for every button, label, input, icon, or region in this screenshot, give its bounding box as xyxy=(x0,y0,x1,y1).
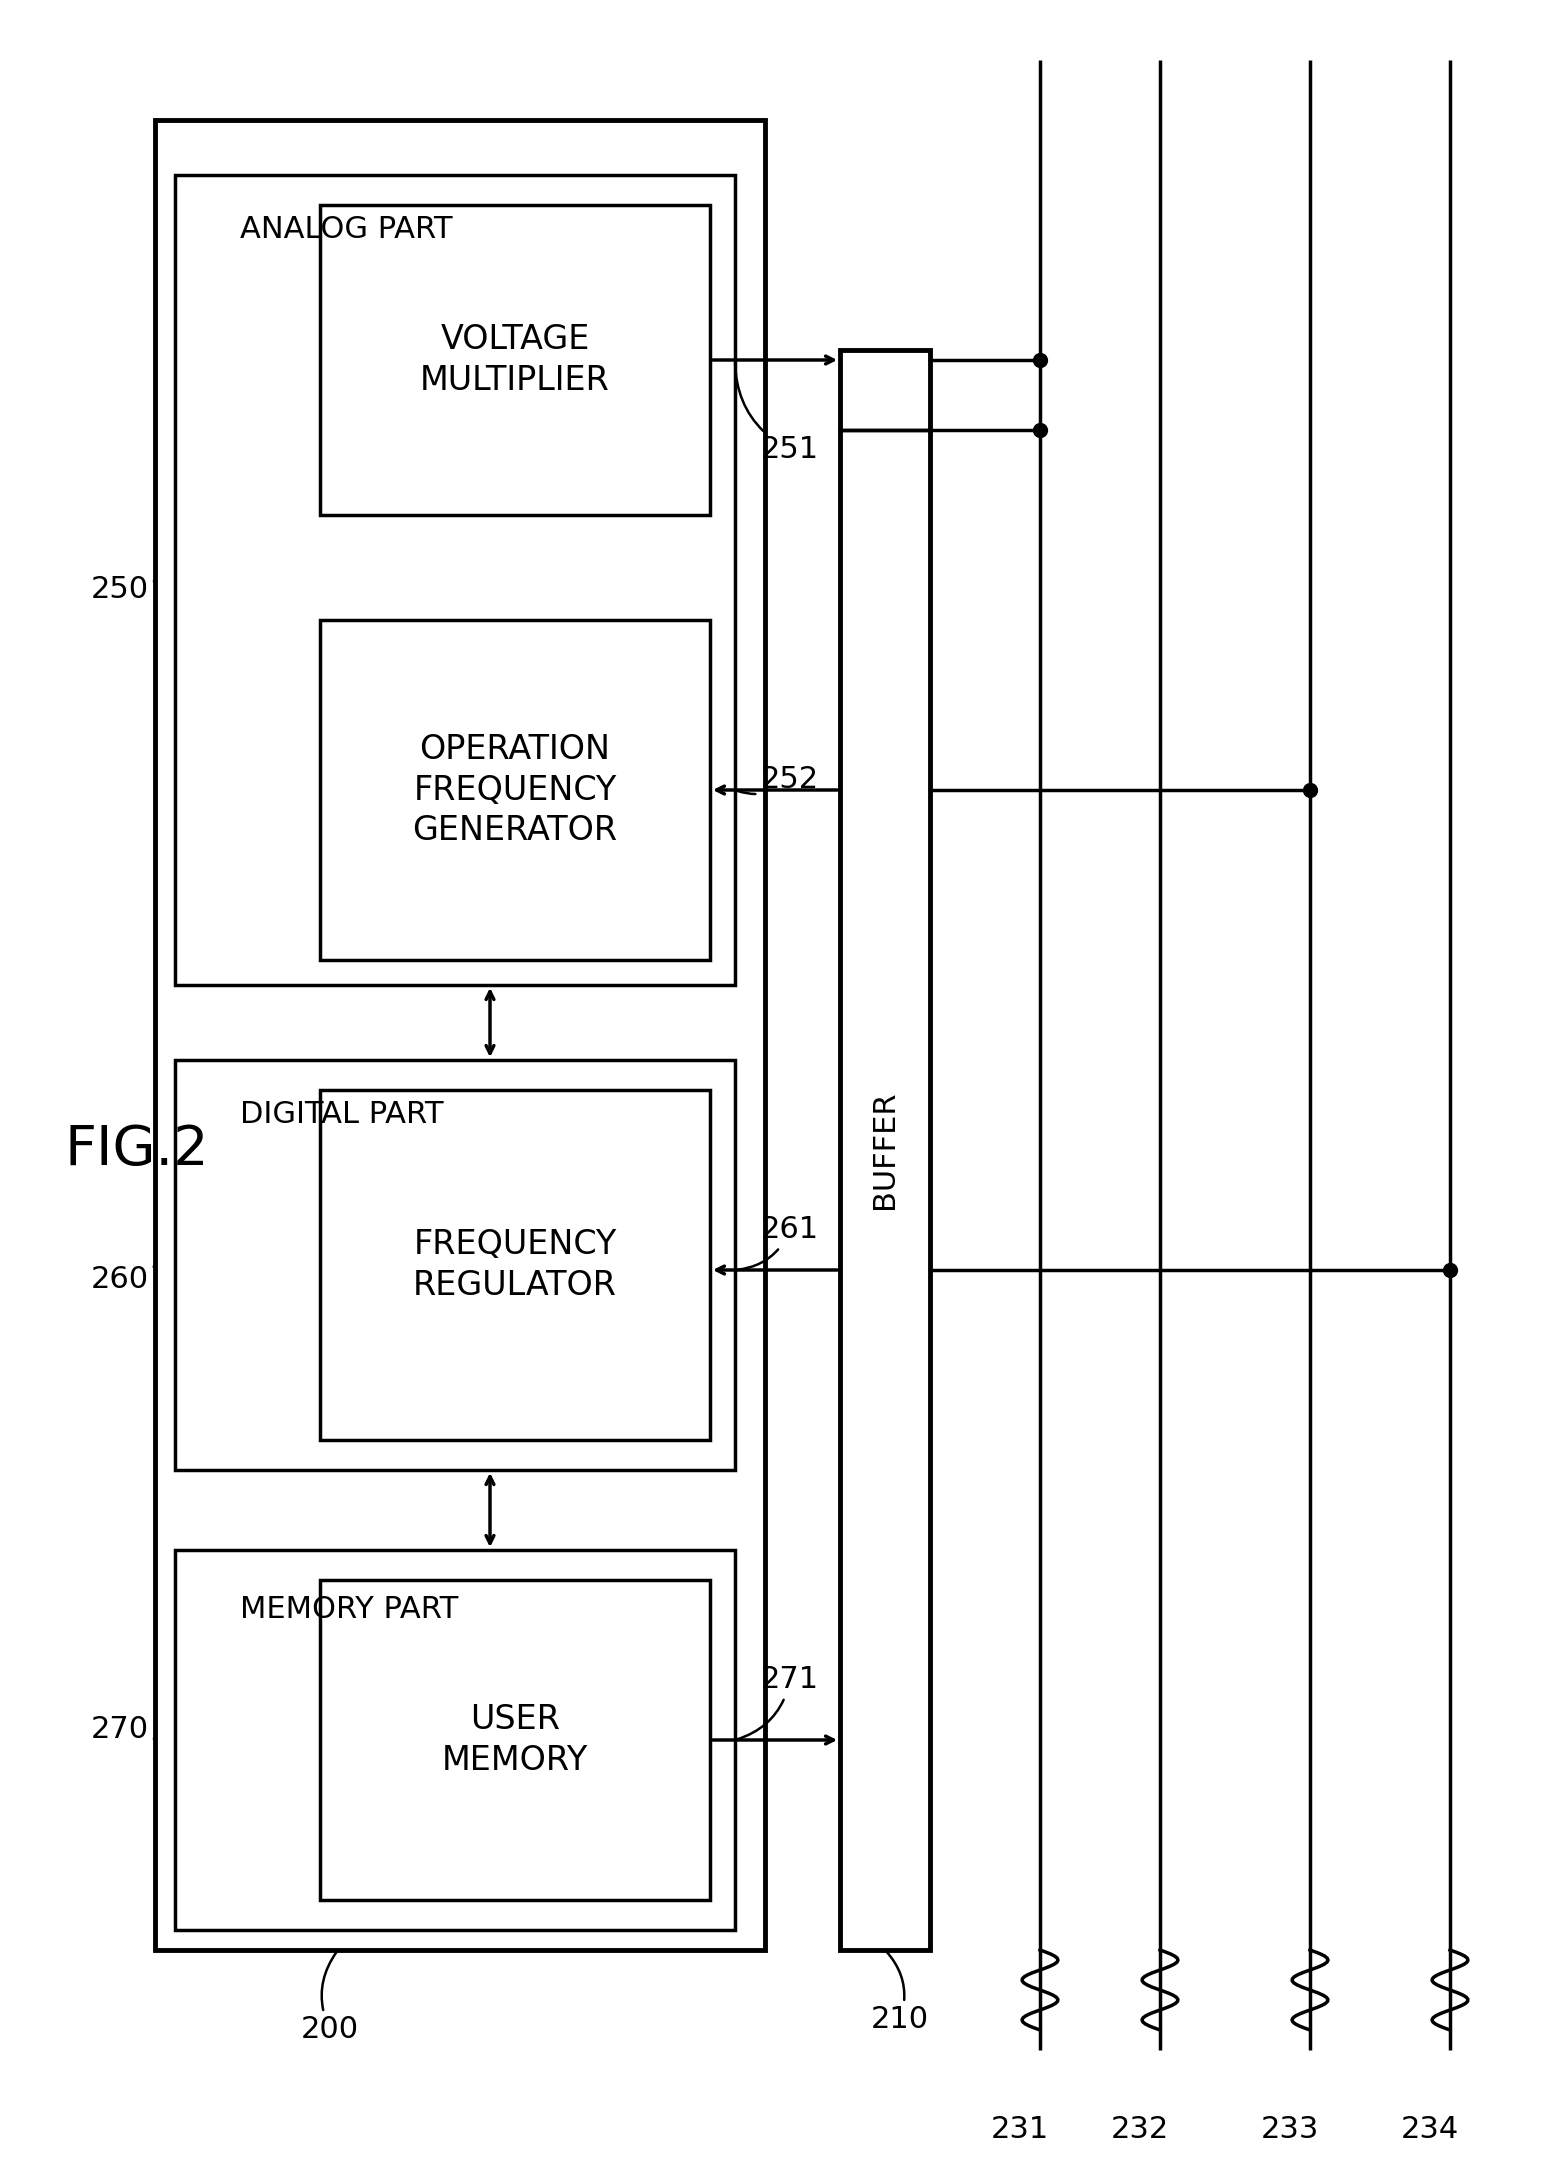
Text: OPERATION
FREQUENCY
GENERATOR: OPERATION FREQUENCY GENERATOR xyxy=(412,734,618,848)
Bar xyxy=(320,621,710,961)
Bar xyxy=(154,119,764,1950)
Text: MEMORY PART: MEMORY PART xyxy=(240,1595,459,1623)
Bar xyxy=(839,351,930,1950)
Text: 200: 200 xyxy=(301,1952,359,2045)
Text: 231: 231 xyxy=(991,2114,1050,2145)
Text: 270: 270 xyxy=(90,1716,154,1744)
Text: 271: 271 xyxy=(738,1666,819,1740)
Bar xyxy=(320,1580,710,1900)
Text: 260: 260 xyxy=(90,1266,154,1294)
Text: 232: 232 xyxy=(1111,2114,1168,2145)
Text: 251: 251 xyxy=(735,364,819,465)
Text: FIG.2: FIG.2 xyxy=(66,1123,209,1177)
Bar xyxy=(320,206,710,515)
Bar xyxy=(175,175,735,985)
Text: VOLTAGE
MULTIPLIER: VOLTAGE MULTIPLIER xyxy=(420,322,610,396)
Bar xyxy=(320,1091,710,1439)
Bar xyxy=(175,1060,735,1469)
Text: BUFFER: BUFFER xyxy=(870,1091,900,1210)
Text: FREQUENCY
REGULATOR: FREQUENCY REGULATOR xyxy=(413,1229,618,1303)
Text: ANALOG PART: ANALOG PART xyxy=(240,214,452,245)
Text: 210: 210 xyxy=(870,1952,930,2034)
Text: 233: 233 xyxy=(1260,2114,1320,2145)
Text: DIGITAL PART: DIGITAL PART xyxy=(240,1099,443,1130)
Text: 250: 250 xyxy=(90,576,154,604)
Text: 252: 252 xyxy=(738,766,819,794)
Text: USER
MEMORY: USER MEMORY xyxy=(441,1703,588,1777)
Text: 234: 234 xyxy=(1401,2114,1459,2145)
Text: 261: 261 xyxy=(738,1216,819,1270)
Bar xyxy=(175,1549,735,1930)
